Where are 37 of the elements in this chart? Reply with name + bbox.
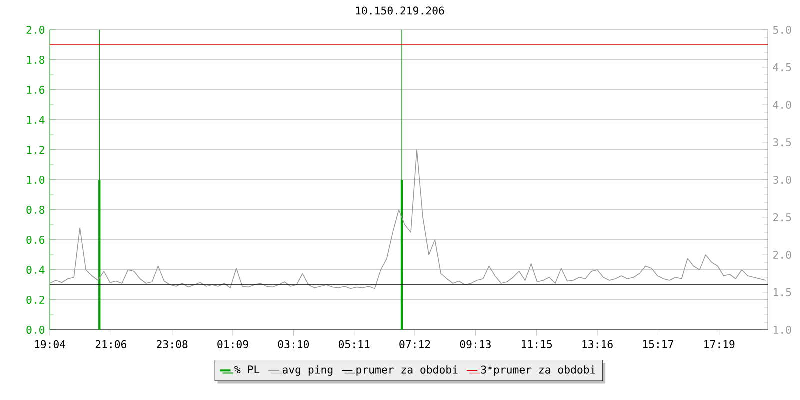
y2-tick-label: 3.0 xyxy=(773,176,792,184)
x-tick-label: 13:16 xyxy=(582,340,613,348)
y-tick-label: 0.2 xyxy=(26,296,44,304)
y2-tick-label: 4.5 xyxy=(773,64,792,72)
x-tick-label: 07:12 xyxy=(400,340,430,348)
x-tick-label: 17:19 xyxy=(704,340,735,348)
legend-label: % PL xyxy=(234,366,260,374)
y2-tick-label: 3.5 xyxy=(773,138,792,147)
y2-tick-label: 2.5 xyxy=(774,213,792,222)
y-tick-label: 1.6 xyxy=(27,86,45,94)
x-tick-label: 05:11 xyxy=(338,340,370,348)
y2-tick-label: 1.0 xyxy=(774,326,792,334)
y-tick-label: 0.4 xyxy=(26,266,45,274)
chart-title: 10.150.219.206 xyxy=(356,6,444,15)
y-tick-label: 0.6 xyxy=(26,236,45,244)
y-tick-label: 1.4 xyxy=(27,116,45,124)
x-tick-label: 21:06 xyxy=(96,340,127,348)
y2-tick-label: 4.0 xyxy=(773,100,792,110)
x-tick-label: 03:10 xyxy=(278,340,310,348)
x-tick-label: 01:09 xyxy=(218,340,248,348)
y-tick-label: 2.0 xyxy=(26,26,45,34)
legend-label: prumer za obdobi xyxy=(356,366,458,376)
y-tick-label: 1.2 xyxy=(27,146,44,154)
y-tick-label: 0.8 xyxy=(26,206,45,214)
x-tick-label: 11:15 xyxy=(522,340,552,348)
y2-tick-label: 2.0 xyxy=(774,250,792,260)
x-tick-label: 15:17 xyxy=(643,340,674,348)
y2-tick-label: 5.0 xyxy=(773,26,792,34)
x-tick-label: 19:04 xyxy=(35,340,66,348)
y-tick-label: 0.0 xyxy=(26,326,45,334)
legend-label: avg ping xyxy=(282,366,333,376)
legend-label: 3*prumer za obdobi xyxy=(481,366,596,376)
x-tick-label: 23:08 xyxy=(157,340,188,348)
y-tick-label: 1.0 xyxy=(27,176,45,184)
x-tick-label: 09:13 xyxy=(460,340,491,348)
y2-tick-label: 1.5 xyxy=(774,288,792,296)
y-tick-label: 1.8 xyxy=(27,56,45,64)
